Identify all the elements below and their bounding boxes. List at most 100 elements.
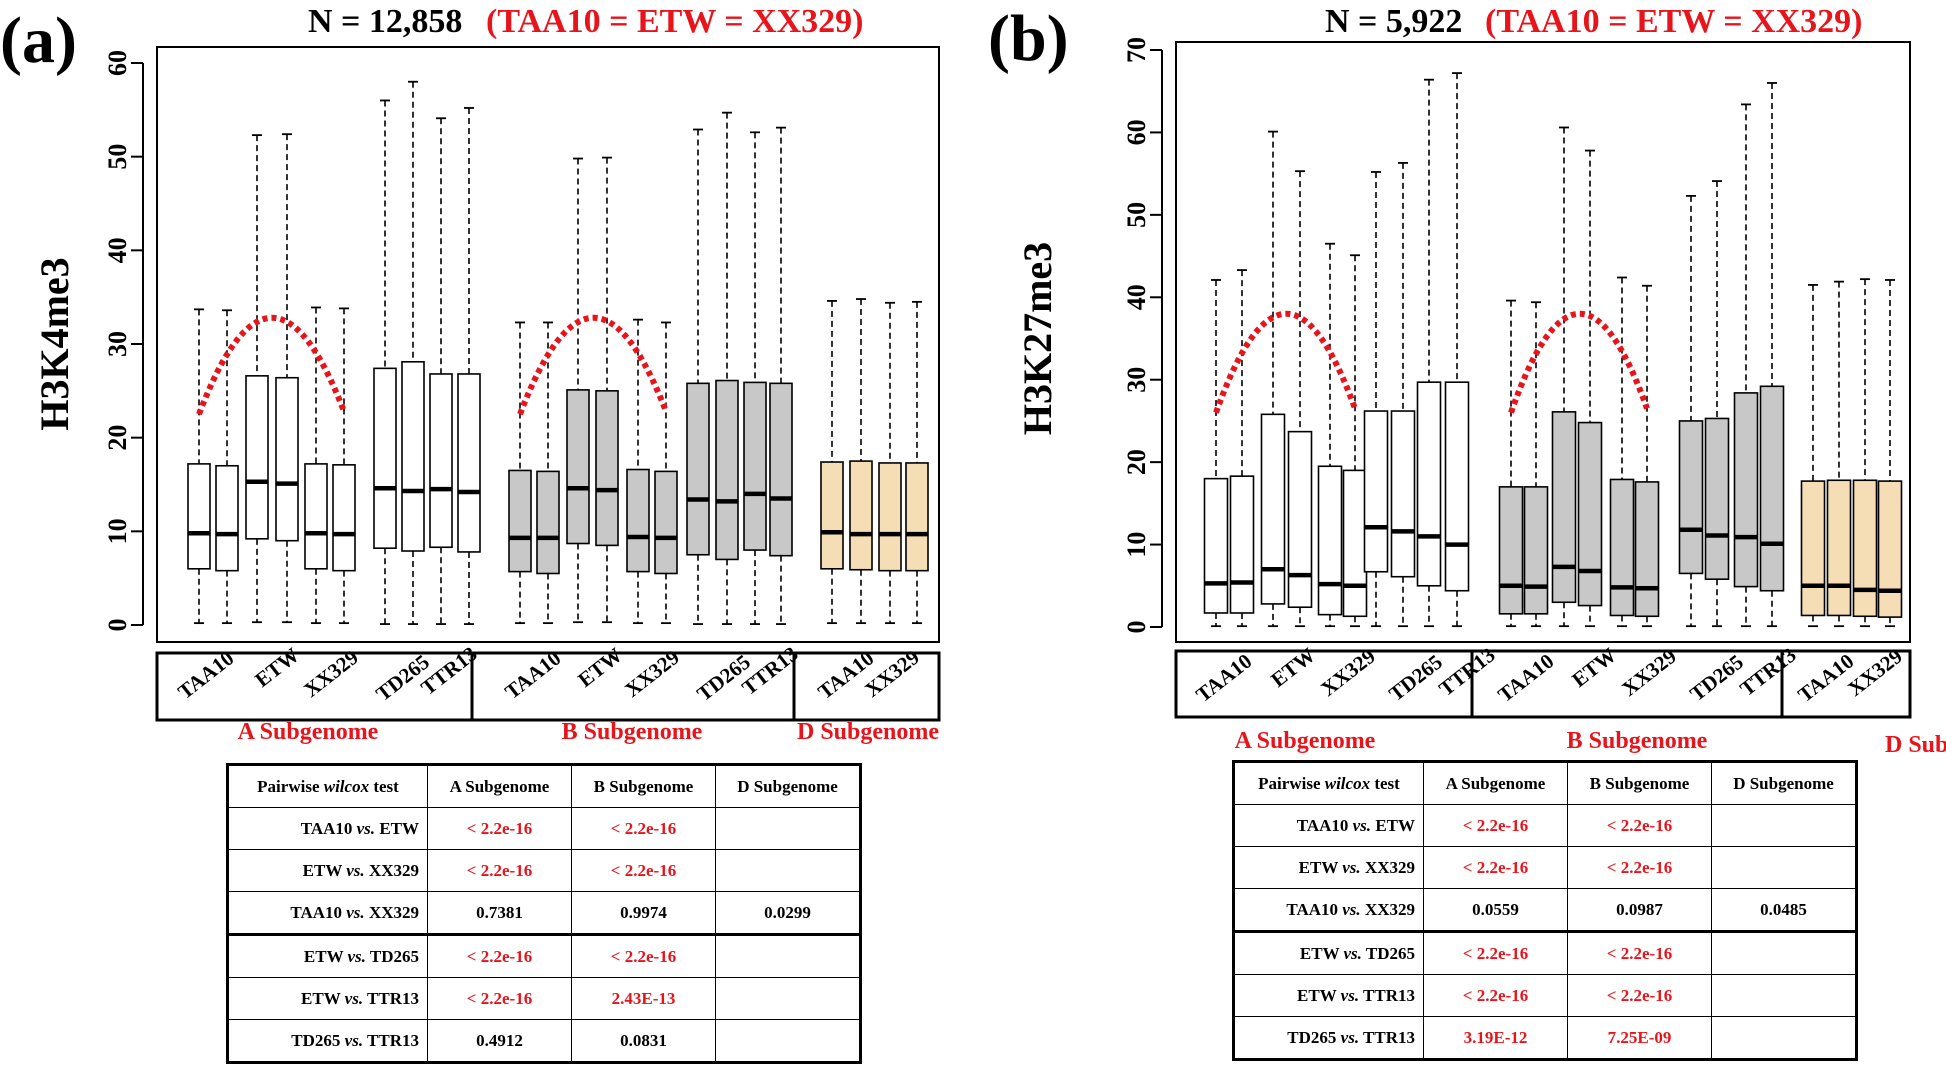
- boxplot-a: (a) N = 12,858 (TAA10 = ETW = XX329) 0 10 20 3…: [0, 3, 941, 745]
- comparison-label: ETW vs. TTR13: [1233, 974, 1424, 1017]
- subgenome-label: D Subgenome: [1885, 732, 1946, 758]
- category-label: XX329: [1843, 644, 1907, 701]
- box-3: [245, 134, 269, 624]
- box-23: [1852, 278, 1878, 628]
- box-iqr: [1363, 410, 1389, 573]
- y-tick-label: 60: [1122, 119, 1151, 145]
- box-iqr: [401, 360, 425, 552]
- box-6: [1342, 254, 1368, 628]
- box-iqr: [1523, 486, 1549, 615]
- box-iqr: [1609, 478, 1635, 617]
- y-tick-label: 60: [103, 50, 132, 76]
- box-iqr: [245, 375, 269, 540]
- box-3: [1260, 130, 1286, 628]
- box-iqr: [1390, 410, 1416, 578]
- subgenome-label: B Subgenome: [562, 719, 703, 745]
- box-7: [373, 99, 397, 625]
- table-row: TAA10 vs. ETW < 2.2e-16 < 2.2e-16: [227, 807, 861, 850]
- box-iqr: [595, 390, 619, 547]
- p-value-cell: [1711, 1016, 1857, 1060]
- box-10: [457, 107, 481, 625]
- box-4: [1287, 170, 1313, 628]
- p-value-cell: 0.0987: [1567, 888, 1712, 932]
- comparison-label: ETW vs. TD265: [1233, 930, 1424, 975]
- table-header-cell: B Subgenome: [571, 764, 716, 808]
- box-iqr: [769, 382, 793, 557]
- comparison-label: TAA10 vs. ETW: [1233, 804, 1424, 847]
- box-iqr: [275, 376, 299, 542]
- panel-label: (b): [988, 2, 1069, 75]
- p-value-cell: 0.7381: [427, 891, 572, 935]
- box-iqr: [1287, 430, 1313, 609]
- table-header-cell: B Subgenome: [1567, 761, 1712, 805]
- table-row: ETW vs. TD265 < 2.2e-16 < 2.2e-16: [1233, 930, 1857, 975]
- box-16: [1634, 284, 1660, 628]
- p-value-cell: [715, 977, 861, 1020]
- comparison-label: ETW vs. TTR13: [227, 977, 428, 1020]
- table-row: TAA10 vs. XX329 0.7381 0.9974 0.0299: [227, 891, 861, 935]
- box-1: [187, 308, 211, 625]
- p-value-cell: < 2.2e-16: [571, 849, 716, 892]
- p-value-cell: < 2.2e-16: [427, 977, 572, 1020]
- trend-curve-2: [517, 314, 669, 416]
- p-value-cell: 7.25E-09: [1567, 1016, 1712, 1060]
- box-iqr: [1416, 381, 1442, 587]
- box-6: [332, 307, 356, 625]
- table-row: TD265 vs. TTR13 0.4912 0.0831: [227, 1019, 861, 1063]
- box-iqr: [849, 460, 873, 571]
- box-13: [566, 157, 590, 624]
- box-iqr: [878, 462, 902, 572]
- p-value-cell: < 2.2e-16: [571, 807, 716, 850]
- p-value-cell: 0.0485: [1711, 888, 1857, 932]
- comparison-label: ETW vs. XX329: [227, 849, 428, 892]
- panel-a: (a) N = 12,858 (TAA10 = ETW = XX329) 0 10 20 3…: [0, 3, 941, 1064]
- box-21: [1800, 284, 1826, 628]
- y-tick-label: 50: [103, 144, 132, 170]
- category-box: [1174, 649, 1912, 719]
- p-value-cell: < 2.2e-16: [1567, 974, 1712, 1017]
- category-label: ETW: [573, 643, 626, 692]
- box-13: [1551, 126, 1577, 628]
- trend-curve-2: [1508, 310, 1650, 414]
- comparison-label: TAA10 vs. XX329: [227, 891, 428, 935]
- box-iqr: [1551, 411, 1577, 604]
- y-tick-label: 30: [103, 331, 132, 357]
- box-iqr: [457, 373, 481, 553]
- box-iqr: [429, 373, 453, 549]
- table-row: TAA10 vs. ETW < 2.2e-16 < 2.2e-16: [1233, 804, 1857, 847]
- box-iqr: [215, 464, 239, 572]
- panel-label: (a): [0, 4, 77, 77]
- box-iqr: [1229, 475, 1255, 614]
- p-value-cell: < 2.2e-16: [1423, 804, 1568, 847]
- p-value-cell: < 2.2e-16: [1567, 804, 1712, 847]
- p-value-cell: [715, 807, 861, 850]
- boxplot-b: (b) N = 5,922 (TAA10 = ETW = XX329) 0 10 20 30…: [988, 2, 1946, 758]
- box-iqr: [743, 381, 767, 551]
- box-24: [1877, 279, 1903, 628]
- box-iqr: [820, 461, 844, 570]
- box-21: [820, 300, 844, 625]
- y-tick-label: 40: [1122, 284, 1151, 310]
- box-2: [1229, 269, 1255, 628]
- box-iqr: [626, 468, 650, 573]
- box-22: [1826, 280, 1852, 628]
- box-iqr: [508, 469, 532, 573]
- box-iqr: [1444, 381, 1470, 592]
- category-label: XX329: [1617, 644, 1681, 701]
- box-8: [1390, 162, 1416, 628]
- table-header-cell: D Subgenome: [1711, 761, 1857, 805]
- box-iqr: [1826, 479, 1852, 617]
- box-iqr: [332, 464, 356, 572]
- table-row: ETW vs. XX329 < 2.2e-16 < 2.2e-16: [227, 849, 861, 892]
- box-14: [1577, 149, 1603, 628]
- box-iqr: [1260, 413, 1286, 605]
- box-22: [849, 298, 873, 625]
- box-iqr: [304, 463, 328, 570]
- subgenome-label: A Subgenome: [1235, 728, 1376, 754]
- box-iqr: [1800, 480, 1826, 617]
- box-iqr: [1852, 479, 1878, 618]
- table-header-cell: D Subgenome: [715, 764, 861, 808]
- category-label: TAA10: [1493, 649, 1558, 707]
- box-16: [654, 321, 678, 625]
- box-iqr: [1317, 465, 1343, 616]
